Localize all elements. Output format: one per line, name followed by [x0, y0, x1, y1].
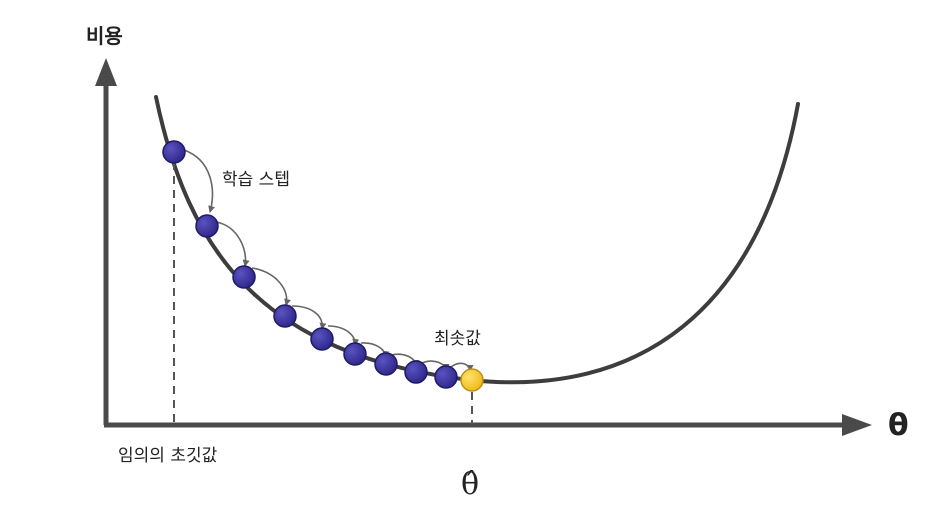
theta-hat-label: θ̂ [461, 467, 479, 502]
step-point [434, 365, 458, 389]
y-axis-arrowhead [95, 58, 117, 86]
step-point [162, 140, 186, 164]
x-axis-arrowhead [842, 414, 872, 436]
minimum-label: 최솟값 [434, 329, 481, 349]
step-point [232, 265, 256, 289]
axes [95, 58, 872, 436]
learning-step-label: 학습 스텝 [222, 170, 290, 190]
step-point [310, 327, 334, 351]
step-point [195, 214, 219, 238]
x-axis-label: θ [888, 408, 909, 443]
step-arrow [215, 221, 250, 267]
minimum-point [460, 368, 484, 392]
step-point [404, 360, 428, 384]
step-point [273, 304, 297, 328]
random-init-label: 임의의 초깃값 [118, 446, 218, 466]
step-arrow [183, 149, 215, 213]
y-axis-label: 비용 [86, 24, 123, 48]
step-point [374, 352, 398, 376]
step-points [162, 140, 458, 389]
step-arrow [291, 305, 327, 330]
step-arrow [251, 267, 291, 306]
step-point [343, 342, 367, 366]
